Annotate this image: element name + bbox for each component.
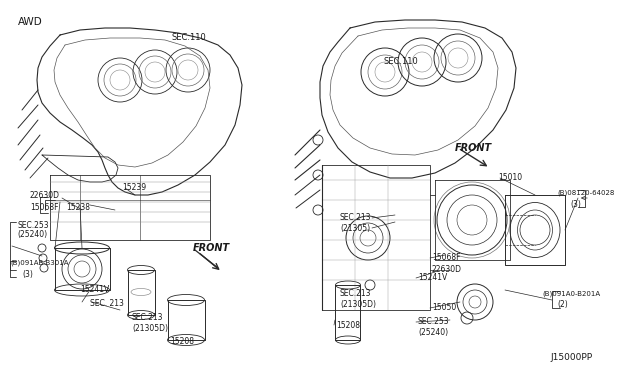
Text: FRONT: FRONT: [193, 243, 230, 253]
Text: SEC.110: SEC.110: [172, 33, 207, 42]
Text: SEC.213: SEC.213: [132, 314, 163, 323]
Text: 15050: 15050: [432, 304, 456, 312]
Text: (3): (3): [22, 269, 33, 279]
Text: J15000PP: J15000PP: [550, 353, 592, 362]
Text: 15239: 15239: [122, 183, 146, 192]
Text: 15068F: 15068F: [432, 253, 461, 263]
Text: (25240): (25240): [418, 327, 448, 337]
Text: (21305D): (21305D): [132, 324, 168, 334]
Text: (25240): (25240): [17, 231, 47, 240]
Text: 15238: 15238: [66, 203, 90, 212]
Text: (B)091A0-B201A: (B)091A0-B201A: [542, 291, 600, 297]
Text: (2): (2): [557, 301, 568, 310]
Text: 15010: 15010: [498, 173, 522, 183]
Text: (B)08120-64028: (B)08120-64028: [557, 190, 614, 196]
Text: SEC.253: SEC.253: [418, 317, 450, 327]
Text: 15208: 15208: [336, 321, 360, 330]
Text: 22630D: 22630D: [30, 192, 60, 201]
Text: 22630D: 22630D: [432, 266, 462, 275]
Text: (21305): (21305): [340, 224, 370, 234]
Text: (3): (3): [570, 199, 581, 208]
Text: SEC. 213: SEC. 213: [90, 298, 124, 308]
Text: SEC.213: SEC.213: [340, 214, 371, 222]
Text: 15208: 15208: [170, 337, 194, 346]
Text: 15241V: 15241V: [418, 273, 447, 282]
Text: SEC.253: SEC.253: [17, 221, 49, 230]
Text: (B)091AB-B301A: (B)091AB-B301A: [10, 260, 68, 266]
Text: 15241V: 15241V: [80, 285, 109, 295]
Text: 15068F: 15068F: [30, 203, 58, 212]
Text: (21305D): (21305D): [340, 301, 376, 310]
Text: FRONT: FRONT: [455, 143, 492, 153]
Text: SEC.213: SEC.213: [340, 289, 371, 298]
Text: SEC.110: SEC.110: [383, 58, 418, 67]
Text: AWD: AWD: [18, 17, 43, 27]
